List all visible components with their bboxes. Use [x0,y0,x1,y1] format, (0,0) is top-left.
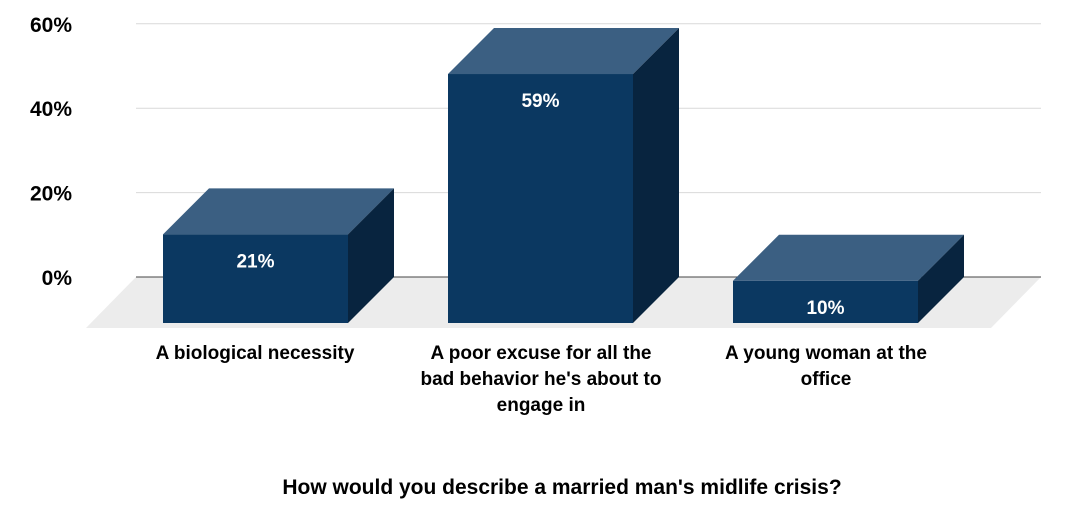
bar-side [348,188,394,323]
bar [448,28,679,324]
bar-front [163,234,348,323]
category-label: A poor excuse for all the bad behavior he… [421,343,662,416]
bar-top [733,234,964,281]
data-label: 10% [806,298,844,319]
bar [733,234,964,323]
category-labels: A biological necessity A poor excuse for … [156,343,927,416]
data-label: 21% [236,251,274,272]
bar-top [448,28,679,75]
bars [163,28,964,324]
y-tick-label: 60% [30,14,72,37]
data-labels: 21% 59% 10% [236,91,844,319]
bar-top [163,188,394,235]
bar-side [918,234,964,323]
y-tick-label: 20% [30,183,72,206]
category-label: A biological necessity [156,343,355,364]
y-axis-ticks: 0% 20% 40% 60% [30,14,72,290]
y-tick-label: 0% [42,267,73,290]
x-axis-title: How would you describe a married man's m… [282,476,841,499]
data-label: 59% [521,91,559,112]
bar-front [448,74,633,324]
bar-side [633,28,679,324]
y-tick-label: 40% [30,98,72,121]
bar [163,188,394,323]
bar-front [733,280,918,323]
category-label: A young woman at the office [725,343,927,390]
